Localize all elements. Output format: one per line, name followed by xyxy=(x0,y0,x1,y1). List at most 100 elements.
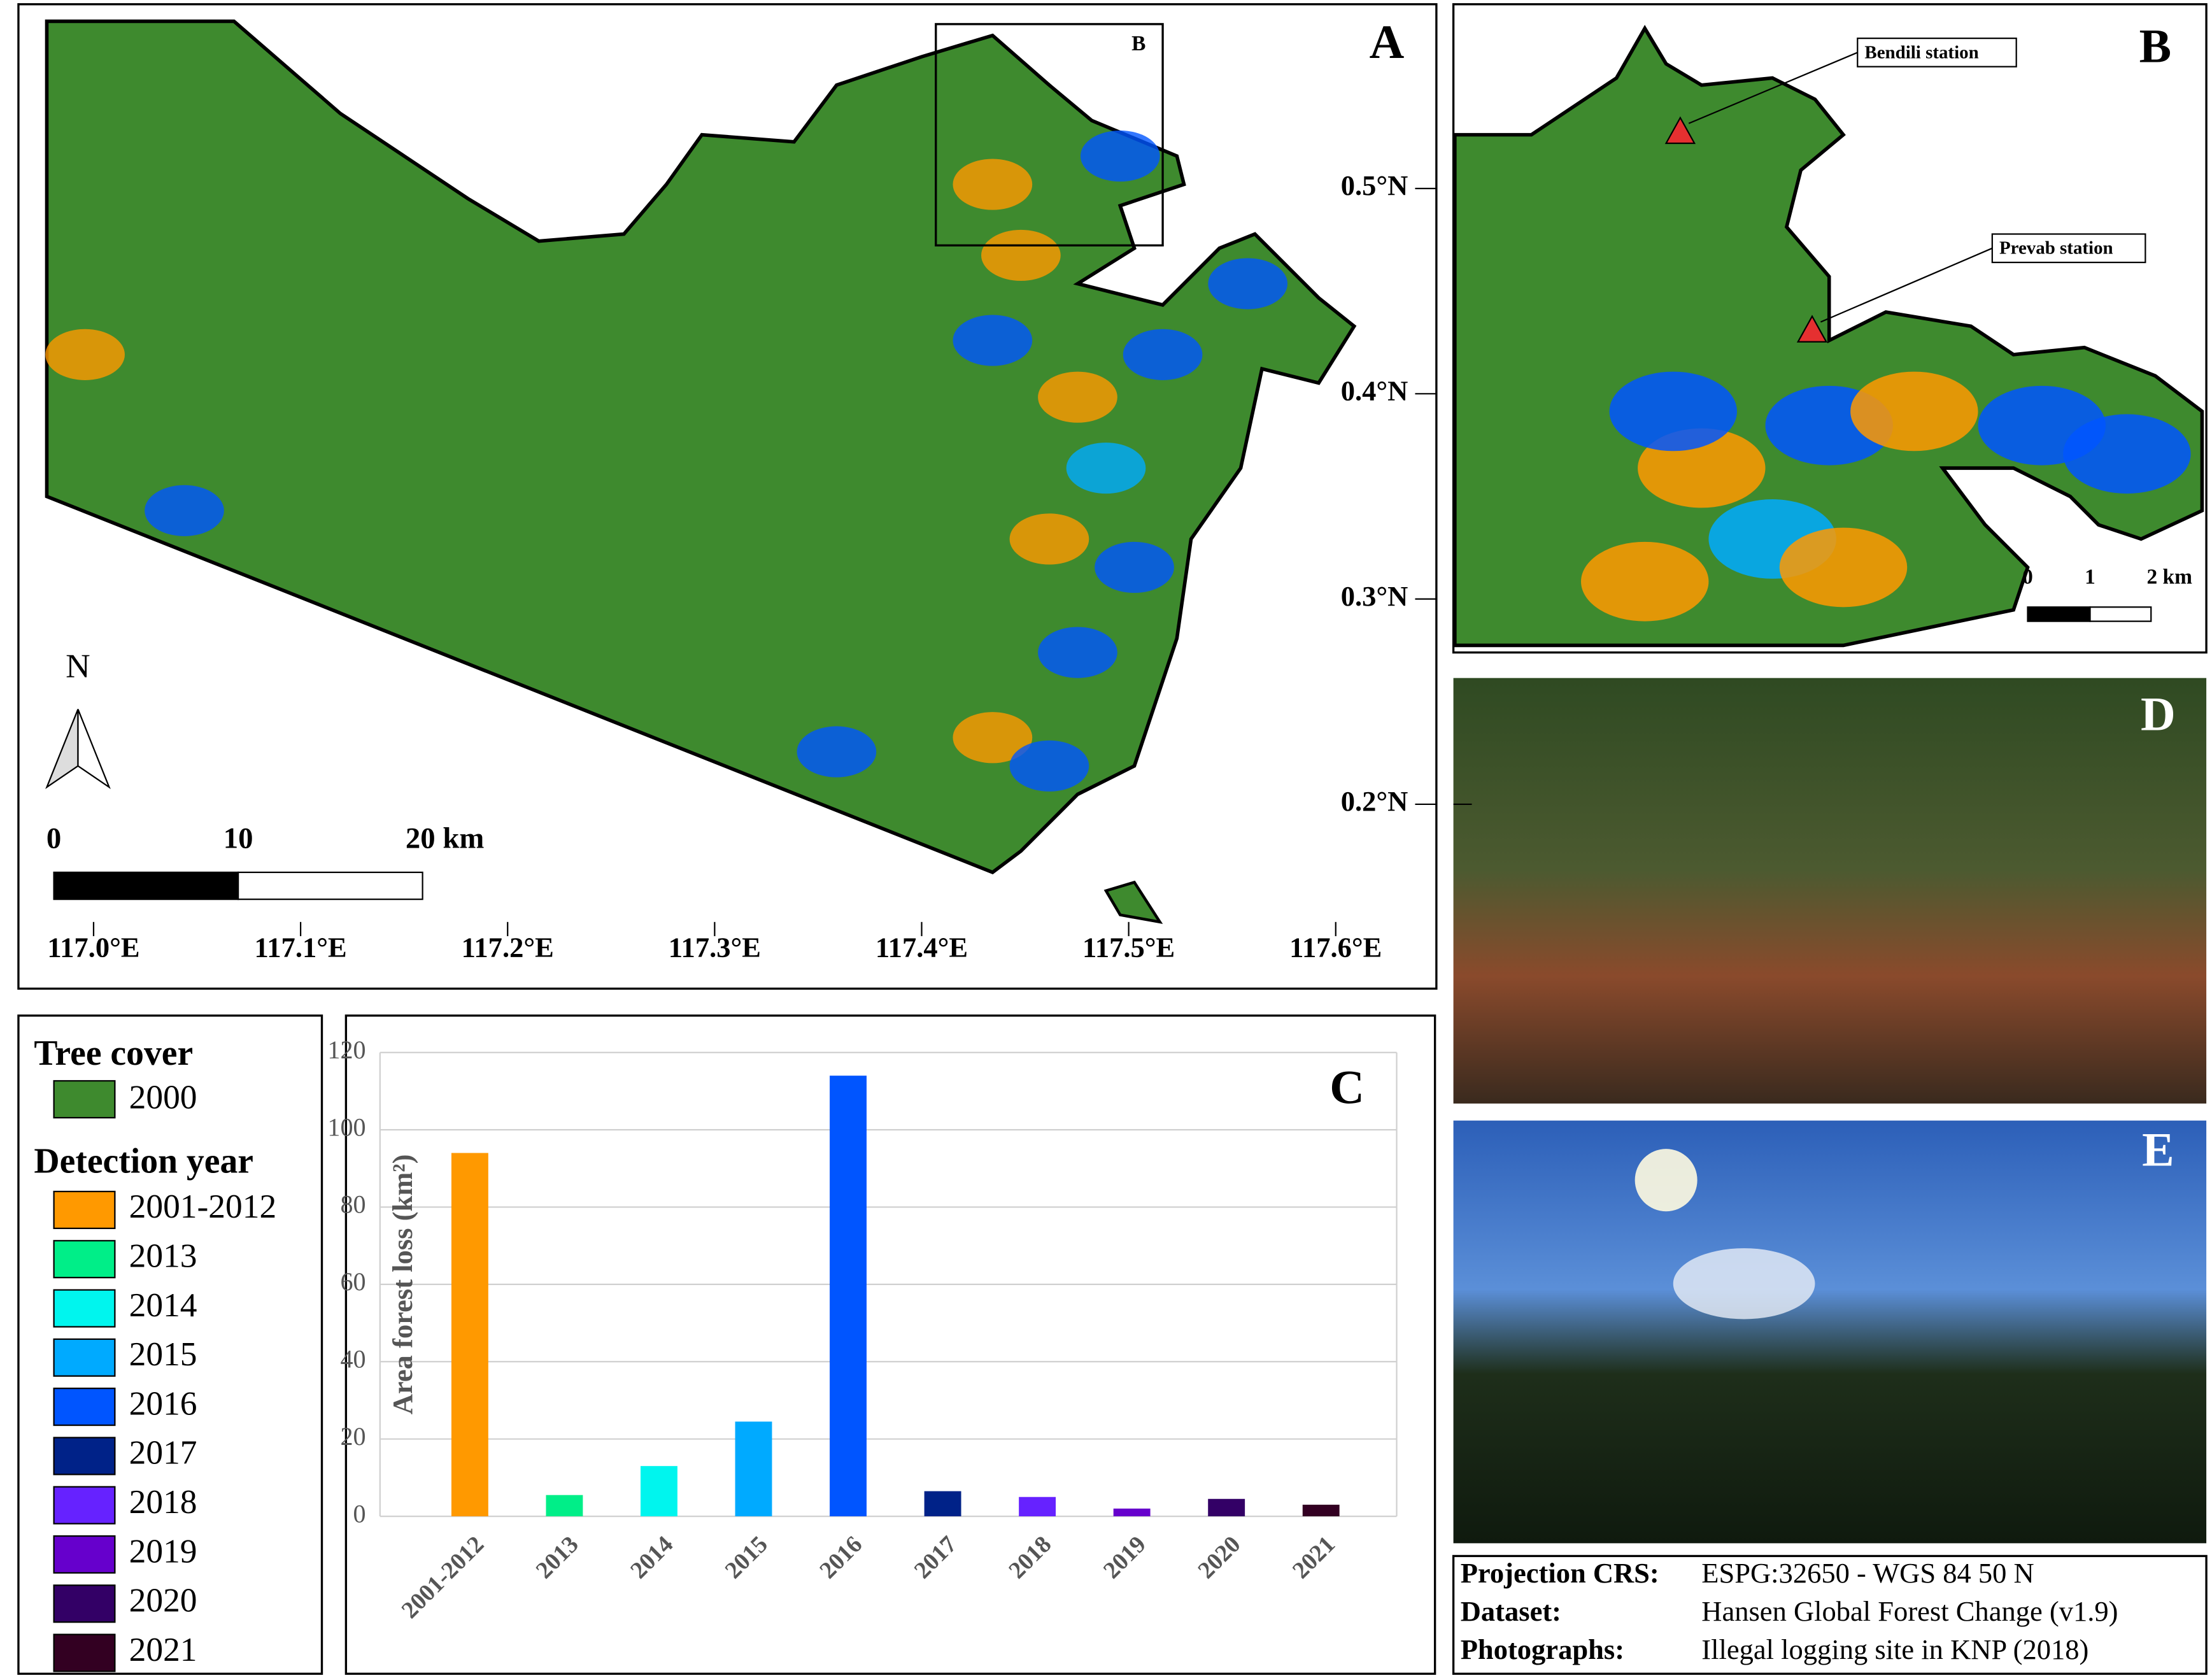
lon-label: 117.2°E xyxy=(462,932,554,963)
panel-label: D xyxy=(2141,688,2176,741)
info-key: Projection CRS: xyxy=(1461,1557,1659,1589)
loss-patch xyxy=(1609,371,1737,451)
lat-label: 0.5°N xyxy=(1341,169,1408,201)
legend-swatch xyxy=(53,1486,116,1525)
scale-bar xyxy=(238,871,423,900)
loss-patch xyxy=(1208,258,1288,309)
loss-patch xyxy=(1038,627,1117,678)
loss-patch xyxy=(1080,130,1160,182)
station-label: Prevab station xyxy=(1999,238,2113,259)
loss-patch xyxy=(145,485,224,536)
loss-patch xyxy=(797,726,877,778)
legend-label: 2014 xyxy=(129,1286,197,1324)
loss-patch xyxy=(45,329,125,380)
bar xyxy=(735,1421,772,1517)
inset-label: B xyxy=(1131,32,1145,55)
loss-patch xyxy=(1581,541,1709,622)
scale-label: 0 xyxy=(2022,565,2033,588)
inset-box xyxy=(935,23,1164,247)
legend-swatch xyxy=(53,1190,116,1230)
legend-swatch xyxy=(53,1584,116,1623)
lat-label: 0.4°N xyxy=(1341,375,1408,407)
legend-swatch xyxy=(53,1437,116,1475)
station-box xyxy=(1857,38,2017,68)
loss-patch xyxy=(1066,442,1146,494)
legend-label: 2018 xyxy=(129,1482,197,1521)
info-key: Dataset: xyxy=(1461,1595,1561,1627)
scale-label: 1 xyxy=(2085,565,2095,588)
y-axis-label: Area forest loss (km²) xyxy=(386,1155,418,1415)
station-leader xyxy=(1688,52,1858,124)
loss-patch xyxy=(1123,329,1203,380)
info-key: Photographs: xyxy=(1461,1633,1624,1665)
legend-label: 2000 xyxy=(129,1078,197,1116)
bar xyxy=(830,1076,867,1517)
legend-swatch xyxy=(53,1388,116,1426)
info-value: Hansen Global Forest Change (v1.9) xyxy=(1701,1595,2118,1627)
photo-e xyxy=(1453,1120,2207,1544)
legend-label: 2016 xyxy=(129,1384,197,1422)
scale-bar xyxy=(2089,606,2152,622)
bar xyxy=(546,1495,583,1517)
north-label: N xyxy=(66,647,90,685)
station-marker xyxy=(1796,315,1828,343)
legend-label: 2013 xyxy=(129,1237,197,1275)
lon-label: 117.3°E xyxy=(669,932,761,963)
legend-label: 2021 xyxy=(129,1630,197,1668)
island xyxy=(1103,880,1163,924)
info-frame xyxy=(1452,1554,2208,1675)
sun xyxy=(1634,1149,1698,1212)
scale-bar xyxy=(2027,606,2091,622)
legend-swatch xyxy=(53,1338,116,1377)
legend-swatch xyxy=(53,1080,116,1119)
bar xyxy=(1302,1504,1340,1517)
panel-label: C xyxy=(1329,1061,1365,1114)
scale-bar xyxy=(53,871,239,900)
scale-label: 0 xyxy=(46,822,61,855)
legend-label: 2019 xyxy=(129,1532,197,1570)
y-tick-label: 0 xyxy=(353,1499,366,1528)
scale-label: 2 km xyxy=(2146,565,2192,588)
legend-label: 2020 xyxy=(129,1581,197,1619)
panel-label: A xyxy=(1370,16,1405,69)
loss-patch xyxy=(2063,414,2191,494)
legend-label: 2015 xyxy=(129,1335,197,1373)
legend-label: 2001-2012 xyxy=(129,1187,277,1225)
loss-patch xyxy=(1850,371,1978,451)
panel-label: B xyxy=(2139,20,2172,73)
station-box xyxy=(1991,233,2146,264)
loss-patch xyxy=(953,712,1033,764)
y-tick-label: 60 xyxy=(340,1267,365,1296)
legend-swatch xyxy=(53,1240,116,1279)
loss-patch xyxy=(1095,541,1174,594)
legend-label: 2017 xyxy=(129,1433,197,1472)
y-tick-label: 20 xyxy=(340,1422,365,1451)
loss-patch xyxy=(981,229,1061,281)
lat-label: 0.2°N xyxy=(1341,785,1408,817)
lon-label: 117.6°E xyxy=(1289,932,1382,963)
y-tick-label: 40 xyxy=(340,1344,365,1373)
loss-patch xyxy=(1009,513,1089,565)
scale-label: 10 xyxy=(223,822,253,855)
lon-label: 117.0°E xyxy=(47,932,139,963)
station-label: Bendili station xyxy=(1864,42,1978,62)
cloud xyxy=(1673,1248,1815,1319)
bar xyxy=(924,1491,961,1517)
loss-patch xyxy=(1779,527,1908,608)
y-tick-label: 80 xyxy=(340,1190,365,1219)
info-value: Illegal logging site in KNP (2018) xyxy=(1701,1633,2088,1665)
bar xyxy=(1208,1498,1245,1517)
lat-label: 0.3°N xyxy=(1341,580,1408,612)
lon-label: 117.1°E xyxy=(254,932,346,963)
station-leader xyxy=(1820,247,1993,323)
north-arrow xyxy=(77,709,111,790)
panel-c-frame xyxy=(344,1014,1436,1675)
scale-label: 20 km xyxy=(406,822,484,855)
legend-swatch xyxy=(53,1289,116,1328)
panel-label: E xyxy=(2142,1123,2174,1176)
lon-label: 117.5°E xyxy=(1082,932,1175,963)
bar xyxy=(641,1466,677,1517)
loss-patch xyxy=(1038,371,1117,423)
bar xyxy=(1019,1497,1056,1517)
